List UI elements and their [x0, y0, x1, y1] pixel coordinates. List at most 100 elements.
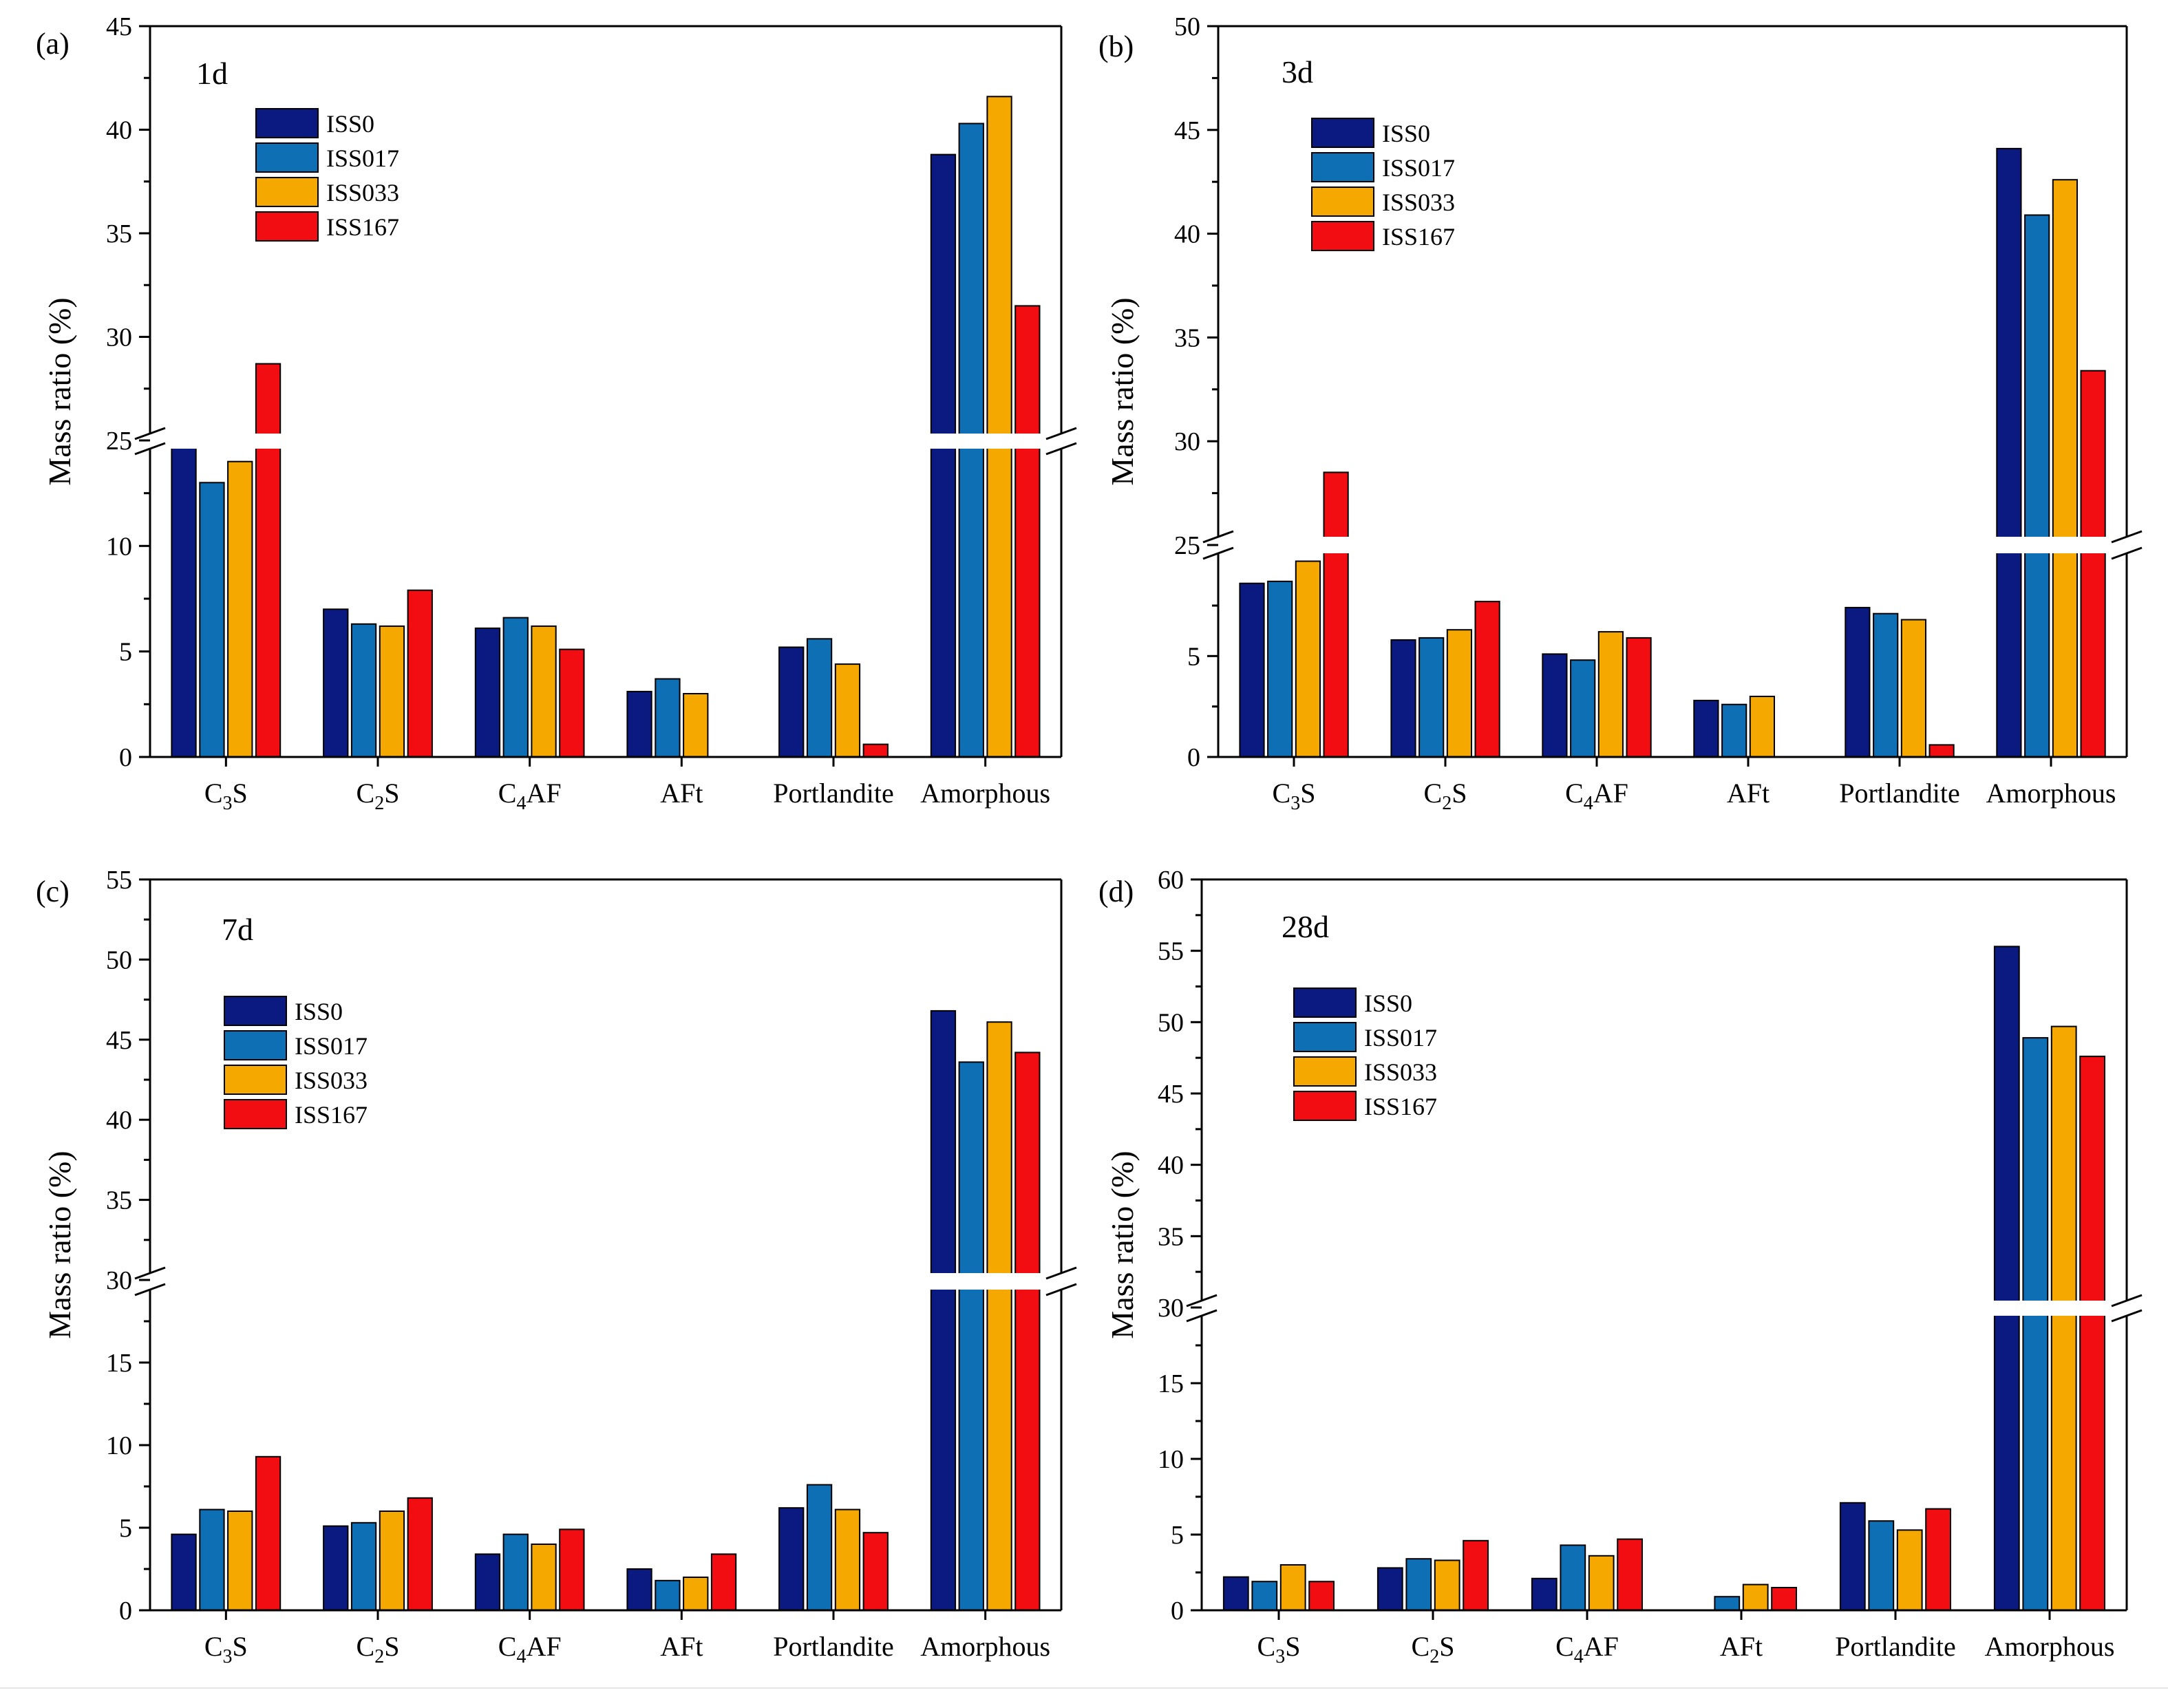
x-tick-label-AFt: AFt	[660, 778, 703, 809]
break-mark	[1045, 1266, 1077, 1280]
y-axis-label: Mass ratio (%)	[1105, 297, 1140, 485]
y-tick-label: 40	[106, 116, 132, 145]
y-axis-label: Mass ratio (%)	[42, 1151, 77, 1338]
break-mark	[2111, 546, 2143, 560]
legend-swatch-ISS167	[1311, 221, 1374, 251]
bar-ISS0-C2S	[323, 608, 349, 758]
legend-label-ISS033: ISS033	[326, 179, 399, 206]
y-tick-label: 40	[106, 1106, 132, 1135]
bar-ISS017-C3S	[1267, 580, 1293, 758]
bar-ISS017-C2S	[350, 623, 377, 758]
legend-label-ISS017: ISS017	[295, 1032, 368, 1060]
legend-swatch-ISS0	[224, 996, 287, 1026]
bar-ISS017-AFt	[1721, 703, 1747, 758]
bar-ISS0-Portlandite	[1839, 1502, 1866, 1612]
legend-label-ISS017: ISS017	[326, 145, 399, 172]
y-tick-label: 30	[106, 323, 132, 352]
axis-break-gap	[129, 1273, 1082, 1290]
bar-ISS017-AFt	[655, 1579, 681, 1612]
panel-label: (d)	[1098, 875, 1134, 908]
bar-ISS017-C3S	[199, 1508, 225, 1612]
bar-ISS017-Amorphous	[2022, 1037, 2049, 1611]
y-tick-label: 10	[1158, 1445, 1184, 1474]
bar-ISS0-C2S	[323, 1525, 349, 1612]
legend-swatch-ISS167	[1293, 1091, 1357, 1121]
x-tick-label-C3S: C3S	[204, 778, 248, 814]
x-tick-label-C3S: C3S	[1257, 1631, 1301, 1667]
x-tick-label-C2S: C2S	[357, 1631, 400, 1667]
break-mark	[134, 442, 166, 456]
x-tick-label-Amorphous: Amorphous	[1985, 1631, 2115, 1662]
bar-ISS167-Amorphous	[2079, 1056, 2105, 1611]
y-tick-label: 0	[1187, 743, 1200, 772]
legend-swatch-ISS033	[255, 177, 319, 207]
x-tick-label-Amorphous: Amorphous	[920, 1631, 1050, 1662]
legend-label-ISS167: ISS167	[295, 1101, 368, 1129]
bar-ISS0-C2S	[1377, 1567, 1403, 1611]
break-mark	[1186, 1309, 1218, 1323]
y-tick-label: 25	[1174, 531, 1200, 560]
panel-title: 1d	[196, 56, 228, 91]
bar-ISS017-Portlandite	[1873, 612, 1899, 758]
bar-ISS167-Portlandite	[1925, 1508, 1951, 1612]
y-tick-label: 15	[1158, 1369, 1184, 1398]
bar-ISS0-Portlandite	[778, 1507, 805, 1611]
legend-swatch-ISS167	[255, 211, 319, 242]
x-tick-label-Amorphous: Amorphous	[1986, 778, 2116, 809]
bar-ISS0-Portlandite	[778, 646, 805, 758]
break-mark	[1186, 1294, 1218, 1307]
bar-ISS0-Amorphous	[1996, 147, 2022, 758]
bar-ISS033-C2S	[1446, 629, 1473, 758]
axis-break-gap	[1198, 537, 2147, 553]
legend-label-ISS033: ISS033	[1382, 189, 1455, 216]
bar-ISS033-C4AF	[1597, 631, 1624, 758]
x-tick-label-C2S: C2S	[1424, 778, 1467, 814]
x-tick-label-C4AF: C4AF	[498, 778, 562, 814]
legend-label-ISS017: ISS017	[1364, 1024, 1437, 1052]
bar-ISS017-C3S	[1251, 1581, 1278, 1611]
bar-ISS033-Amorphous	[2052, 179, 2079, 758]
panel-28d: 0 5 10 15 30 35 40 45 50 55 60 C3S C2S C4AF AFt Portlan…	[1098, 866, 2147, 1667]
y-tick-label: 25	[106, 427, 132, 456]
bar-ISS0-C2S	[1390, 639, 1416, 758]
x-tick-label-Portlandite: Portlandite	[1835, 1631, 1956, 1662]
y-axis-label: Mass ratio (%)	[1105, 1151, 1140, 1338]
x-tick-label-C2S: C2S	[357, 778, 400, 814]
bar-ISS167-C4AF	[1617, 1538, 1643, 1612]
bar-ISS0-Amorphous	[1993, 946, 2020, 1611]
bar-ISS017-AFt	[1714, 1596, 1741, 1611]
legend-label-ISS0: ISS0	[1364, 990, 1412, 1017]
bar-ISS167-Amorphous	[1014, 305, 1041, 758]
legend-swatch-ISS0	[1293, 988, 1357, 1018]
bar-ISS167-Amorphous	[2080, 370, 2106, 758]
x-tick-label-Portlandite: Portlandite	[1839, 778, 1960, 809]
y-tick-label: 50	[106, 946, 132, 974]
y-tick-label: 30	[1158, 1294, 1184, 1323]
y-axis-label: Mass ratio (%)	[42, 297, 77, 485]
bar-ISS167-C3S	[255, 363, 281, 758]
bar-ISS0-C4AF	[1542, 653, 1568, 758]
legend-label-ISS167: ISS167	[1364, 1093, 1437, 1120]
bar-ISS033-Amorphous	[986, 1021, 1012, 1611]
bar-ISS0-C3S	[1239, 582, 1265, 758]
y-tick-label: 40	[1158, 1151, 1184, 1180]
bar-ISS033-C2S	[379, 625, 405, 758]
y-tick-label: 35	[106, 220, 132, 248]
bar-ISS017-Amorphous	[2024, 214, 2050, 758]
legend-label-ISS033: ISS033	[295, 1067, 368, 1094]
bar-ISS0-AFt	[626, 690, 652, 758]
y-tick-label: 35	[1174, 323, 1200, 352]
panel-title: 3d	[1282, 54, 1313, 89]
panel-label: (a)	[36, 27, 70, 61]
break-mark	[2111, 1294, 2143, 1307]
bar-ISS0-C4AF	[474, 1553, 501, 1611]
legend-swatch-ISS017	[255, 142, 319, 173]
x-tick-label-AFt: AFt	[1720, 1631, 1763, 1662]
bar-ISS017-Portlandite	[1868, 1520, 1895, 1611]
legend-swatch-ISS167	[224, 1099, 287, 1129]
y-tick-label: 0	[119, 743, 132, 772]
bar-ISS033-C4AF	[531, 625, 557, 758]
y-tick-label: 35	[1158, 1222, 1184, 1251]
bar-ISS167-C4AF	[1626, 637, 1652, 758]
bar-ISS0-C3S	[1222, 1576, 1249, 1612]
